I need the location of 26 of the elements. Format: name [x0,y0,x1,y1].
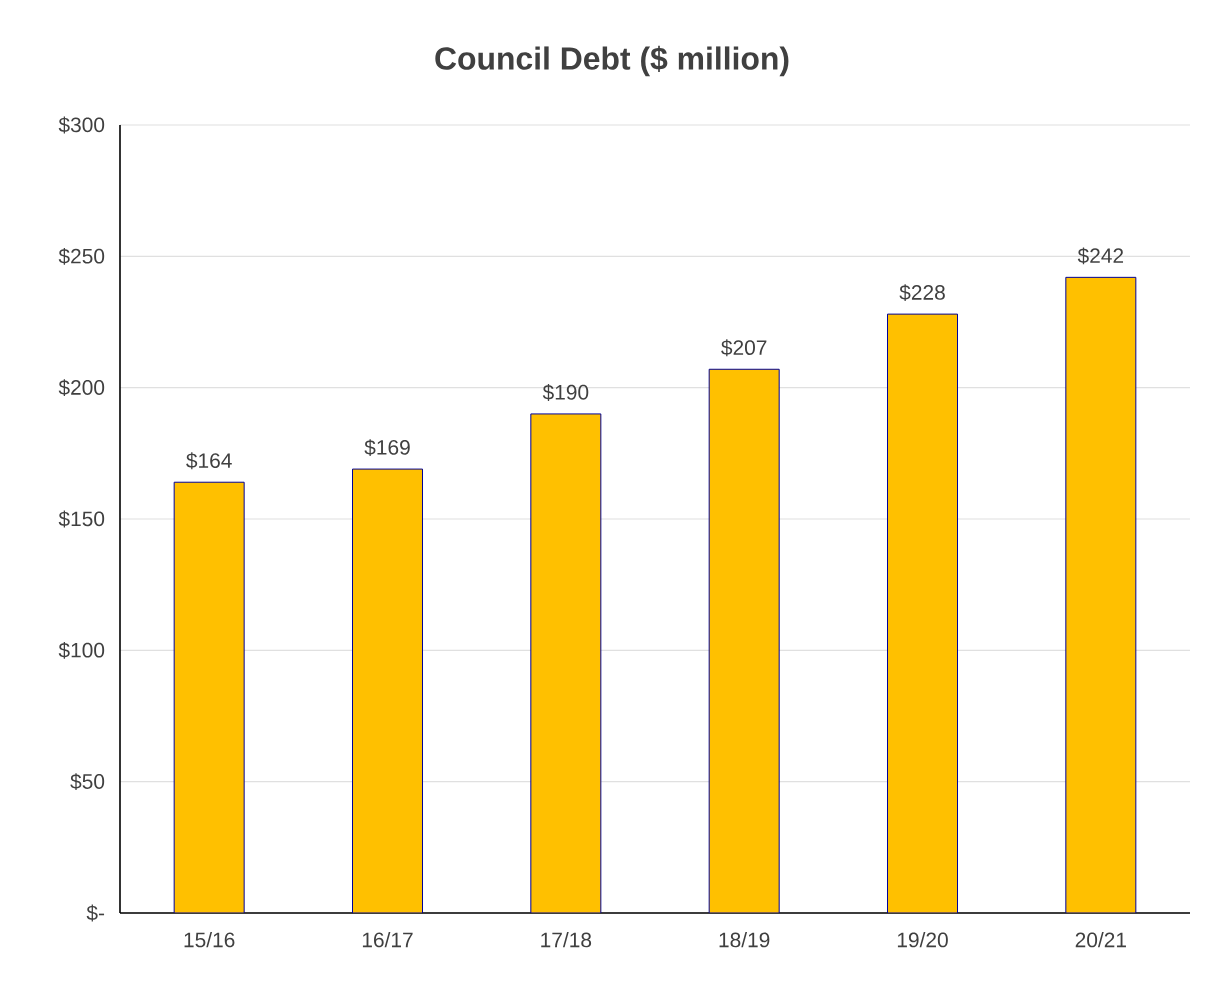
bar [1065,276,1137,913]
data-label: $164 [186,452,232,470]
x-tick-label: 20/21 [1075,932,1126,948]
bar [887,313,959,913]
y-tick-label: $- [86,904,105,922]
data-label: $242 [1077,247,1124,265]
bar [173,481,245,913]
x-tick-label: 17/18 [541,932,592,948]
bar [352,468,423,913]
x-tick-label: 19/20 [897,932,948,948]
bar [530,413,602,913]
data-label: $228 [899,284,945,302]
chart-title: Council Debt ($ million) [435,45,789,77]
y-tick-label: $100 [58,641,105,659]
data-label: $190 [542,383,589,401]
y-tick-label: $200 [58,379,105,397]
y-tick-label: $250 [58,247,105,265]
x-tick-label: 16/17 [362,932,413,948]
y-tick-label: $150 [58,510,105,528]
bar [708,368,780,913]
x-tick-label: 18/19 [719,932,770,948]
x-tick-label: 15/16 [184,932,235,948]
data-label: $169 [364,439,410,457]
y-tick-label: $50 [70,773,105,791]
data-label: $207 [721,339,767,357]
y-tick-label: $300 [58,116,105,134]
